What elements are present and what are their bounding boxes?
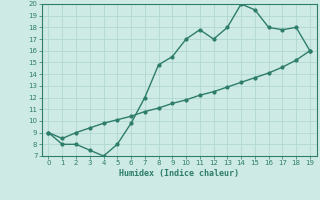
X-axis label: Humidex (Indice chaleur): Humidex (Indice chaleur) [119, 169, 239, 178]
